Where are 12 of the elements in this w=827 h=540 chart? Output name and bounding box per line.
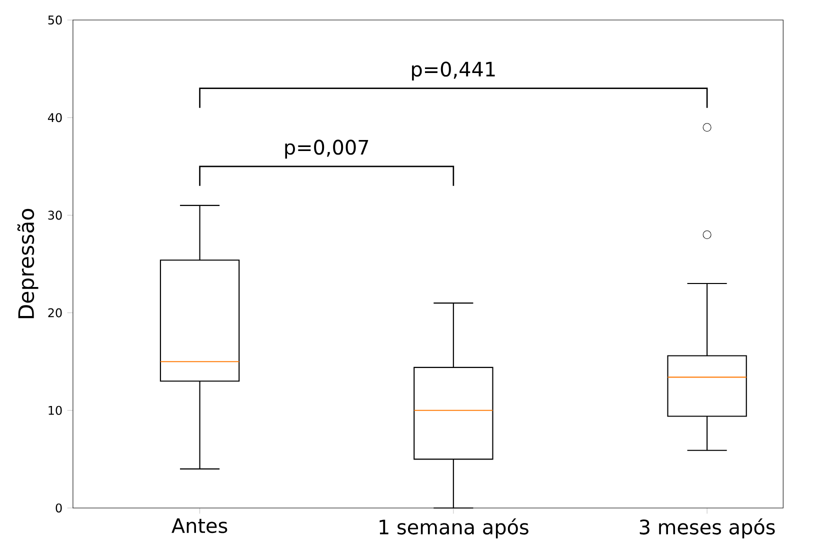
y-tick-label: 50	[48, 15, 62, 24]
annotation: p=0,441	[412, 62, 495, 80]
y-tick-label: 30	[48, 210, 62, 220]
y-tick-label: 20	[48, 308, 62, 318]
x-tick-label: 3 meses após	[640, 518, 775, 538]
y-axis-title: Depressão	[17, 208, 38, 318]
annotation: p=0,007	[285, 140, 368, 159]
x-tick-label: Antes	[172, 518, 228, 534]
y-tick-label: 40	[48, 113, 62, 122]
x-tick-label: 1 semana após	[380, 518, 528, 538]
y-tick-label: 10	[48, 406, 62, 415]
y-tick-label: 0	[56, 503, 62, 512]
